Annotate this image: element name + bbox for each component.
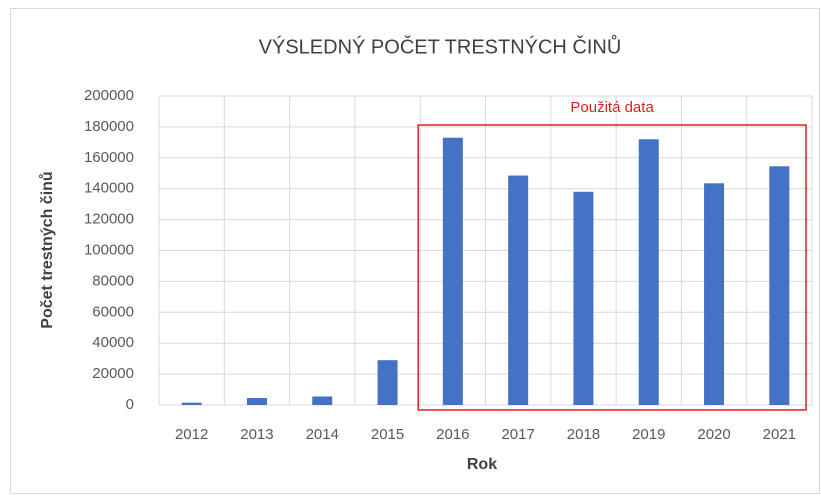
y-axis-label: Počet trestných činů <box>39 171 56 328</box>
x-tick-label: 2017 <box>501 426 534 443</box>
bar <box>246 398 267 405</box>
x-tick-label: 2015 <box>371 426 404 443</box>
y-tick-label: 140000 <box>84 180 134 197</box>
y-tick-label: 20000 <box>92 365 134 382</box>
annotation: Použitá data <box>570 99 654 116</box>
x-axis-label: Rok <box>467 456 497 473</box>
y-tick-label: 60000 <box>92 303 134 320</box>
x-tick-label: 2014 <box>306 426 339 443</box>
y-tick-label: 40000 <box>92 334 134 351</box>
bar <box>704 183 725 405</box>
x-tick-label: 2019 <box>632 426 665 443</box>
chart-title: VÝSLEDNÝ POČET TRESTNÝCH ČINŮ <box>259 34 622 58</box>
y-tick-label: 0 <box>126 396 134 413</box>
x-tick-label: 2016 <box>436 426 469 443</box>
x-tick-label: 2021 <box>763 426 796 443</box>
x-tick-label: 2012 <box>175 426 208 443</box>
y-tick-label: 80000 <box>92 272 134 289</box>
y-tick-label: 120000 <box>84 211 134 228</box>
bar <box>442 137 463 405</box>
bar <box>181 402 202 405</box>
bar <box>638 139 659 405</box>
highlight-box <box>417 124 807 411</box>
y-tick-label: 200000 <box>84 87 134 104</box>
bar <box>377 360 398 405</box>
x-tick-label: 2020 <box>697 426 730 443</box>
x-tick-label: 2018 <box>567 426 600 443</box>
y-tick-label: 160000 <box>84 149 134 166</box>
x-tick-label: 2013 <box>240 426 273 443</box>
y-tick-label: 180000 <box>84 118 134 135</box>
bar <box>769 166 790 405</box>
bar <box>312 396 333 405</box>
bar <box>508 175 529 405</box>
y-tick-label: 100000 <box>84 241 134 258</box>
bar <box>573 191 594 405</box>
